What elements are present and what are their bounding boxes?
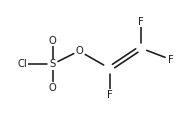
Text: F: F	[107, 90, 113, 100]
Text: O: O	[49, 83, 57, 93]
Text: O: O	[49, 36, 57, 46]
Text: S: S	[50, 59, 56, 69]
Text: O: O	[75, 46, 83, 56]
Text: Cl: Cl	[17, 59, 27, 69]
Text: F: F	[168, 55, 174, 65]
Text: F: F	[138, 17, 143, 27]
